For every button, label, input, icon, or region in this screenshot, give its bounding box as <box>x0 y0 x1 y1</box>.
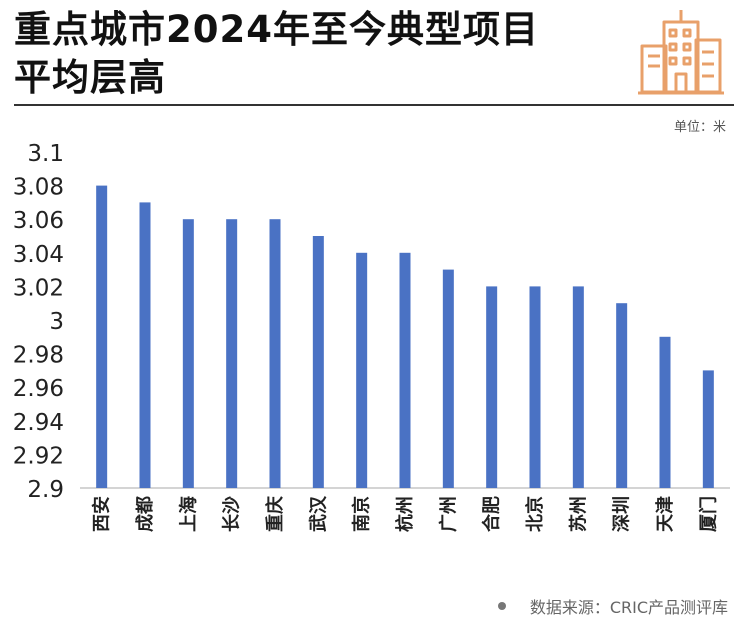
x-tick-label: 杭州 <box>394 496 416 532</box>
unit-label: 单位：米 <box>673 120 726 135</box>
source-note: 数据来源：CRIC产品测评库 <box>497 594 728 618</box>
bar-上海 <box>182 219 194 488</box>
header-divider <box>14 104 734 106</box>
source-text: 数据来源：CRIC产品测评库 <box>529 598 728 617</box>
y-tick-label: 2.94 <box>13 410 64 436</box>
bar-合肥 <box>486 286 498 488</box>
x-tick-label: 重庆 <box>264 496 286 532</box>
x-tick-label: 深圳 <box>611 496 633 532</box>
y-tick-label: 3.04 <box>13 242 64 268</box>
bar-西安 <box>96 185 108 488</box>
y-tick-label: 2.96 <box>13 376 64 402</box>
bar-北京 <box>529 286 541 488</box>
y-tick-label: 3.06 <box>13 208 64 234</box>
x-tick-label: 苏州 <box>567 496 589 532</box>
x-tick-label: 广州 <box>437 496 459 532</box>
x-tick-label: 武汉 <box>308 495 329 532</box>
x-tick-label: 上海 <box>177 496 199 532</box>
building-icon <box>638 10 724 95</box>
x-tick-label: 西安 <box>91 496 113 532</box>
bar-厦门 <box>702 370 714 488</box>
bar-成都 <box>139 202 151 488</box>
bar-深圳 <box>616 303 628 488</box>
y-tick-label: 2.9 <box>27 477 64 503</box>
bar-南京 <box>356 252 368 488</box>
bar-苏州 <box>572 286 584 488</box>
bar-chart: 2.9 2.92 2.94 2.96 2.98 3 3.02 3.04 3.06 3.08 3.1 西… <box>13 141 730 532</box>
chart-title-line1: 重点城市2024年至今典型项目 <box>14 8 539 51</box>
x-tick-label: 厦门 <box>697 496 719 532</box>
x-tick-label: 长沙 <box>222 496 243 532</box>
y-tick-label: 3.08 <box>13 175 64 201</box>
y-tick-label: 3.1 <box>27 141 64 167</box>
y-tick-label: 2.92 <box>13 443 64 469</box>
x-tick-label: 天津 <box>654 496 676 532</box>
x-tick-label: 北京 <box>524 496 546 532</box>
bar-武汉 <box>312 236 324 488</box>
bar-重庆 <box>269 219 281 488</box>
bar-杭州 <box>399 252 411 488</box>
y-tick-label: 2.98 <box>13 343 64 369</box>
bar-天津 <box>659 336 671 488</box>
y-tick-label: 3.02 <box>13 275 64 301</box>
bar-广州 <box>442 269 454 488</box>
bullet-dot-icon <box>497 602 506 610</box>
x-tick-label: 合肥 <box>481 496 503 532</box>
y-tick-label: 3 <box>49 309 64 335</box>
x-tick-label: 南京 <box>351 496 373 532</box>
chart-title: 重点城市2024年至今典型项目 平均层高 <box>14 6 614 102</box>
chart-title-line2: 平均层高 <box>14 56 166 99</box>
x-tick-label: 成都 <box>134 496 156 532</box>
bar-长沙 <box>226 219 238 488</box>
